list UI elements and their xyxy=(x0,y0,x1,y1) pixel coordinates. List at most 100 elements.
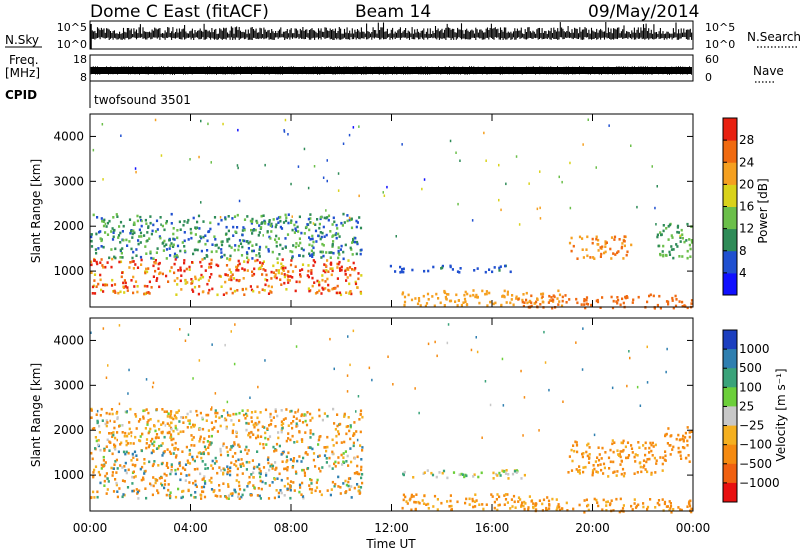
date-label: 09/May/2014 xyxy=(588,2,700,22)
range-cell xyxy=(313,165,316,168)
range-cell xyxy=(448,505,451,508)
range-cell xyxy=(337,249,340,253)
range-cell xyxy=(327,214,331,218)
range-cell xyxy=(220,251,223,254)
range-cell xyxy=(196,455,199,459)
range-cell xyxy=(355,410,357,413)
range-cell xyxy=(173,238,176,241)
range-cell xyxy=(201,416,204,420)
range-cell xyxy=(119,220,123,224)
range-cell xyxy=(583,298,586,301)
range-cell xyxy=(203,480,207,483)
range-cell xyxy=(613,470,616,474)
range-cell xyxy=(111,471,114,474)
range-cell xyxy=(249,494,253,497)
range-cell xyxy=(148,237,151,240)
range-cell xyxy=(118,225,121,228)
range-cell xyxy=(186,459,189,463)
range-cell xyxy=(556,506,559,510)
range-cell xyxy=(169,412,172,416)
range-cell xyxy=(174,446,177,450)
range-cell xyxy=(190,231,193,235)
range-cell xyxy=(259,472,262,476)
range-cell xyxy=(166,448,169,451)
range-cell xyxy=(280,283,283,286)
range-cell xyxy=(178,220,181,224)
range-cell xyxy=(247,241,250,245)
range-cell xyxy=(230,246,233,249)
range-cell xyxy=(206,249,209,252)
range-cell xyxy=(480,471,483,475)
range-cell xyxy=(209,265,213,269)
range-cell xyxy=(686,222,689,226)
range-cell xyxy=(690,299,694,302)
range-cell xyxy=(102,245,105,249)
range-cell xyxy=(204,269,207,272)
range-cell xyxy=(679,236,682,239)
range-cell xyxy=(175,293,178,296)
range-cell xyxy=(438,471,441,474)
range-cell xyxy=(277,221,280,224)
range-cell xyxy=(184,463,188,466)
range-cell xyxy=(657,499,661,502)
range-cell xyxy=(188,449,191,452)
range-cell xyxy=(193,496,196,499)
range-cell xyxy=(139,231,143,235)
range-cell xyxy=(509,270,512,274)
range-cell xyxy=(245,460,248,464)
range-cell xyxy=(491,270,494,274)
range-cell xyxy=(414,501,417,504)
range-cell xyxy=(286,459,289,462)
range-cell xyxy=(401,268,404,271)
range-cell xyxy=(110,466,113,470)
range-cell xyxy=(149,221,152,225)
range-cell xyxy=(329,337,331,341)
range-cell xyxy=(102,290,105,293)
range-cell xyxy=(338,267,342,270)
range-cell xyxy=(557,289,560,293)
range-cell xyxy=(169,436,172,439)
range-cell xyxy=(552,298,555,302)
range-cell xyxy=(581,452,584,456)
range-cell xyxy=(322,176,325,179)
range-cell xyxy=(283,275,286,279)
range-cell xyxy=(194,275,197,279)
range-cell xyxy=(646,505,650,509)
range-cell xyxy=(246,452,249,455)
range-cell xyxy=(268,235,271,239)
range-cell xyxy=(269,464,272,468)
range-cell xyxy=(610,236,614,239)
range-cell xyxy=(296,440,299,443)
range-cell xyxy=(143,462,146,465)
range-cell xyxy=(198,440,201,443)
range-cell xyxy=(237,495,240,499)
range-cell xyxy=(519,498,522,501)
range-cell xyxy=(158,235,161,238)
range-cell xyxy=(597,464,600,467)
range-cell xyxy=(525,298,528,302)
range-cell xyxy=(298,237,301,240)
range-cell xyxy=(626,456,629,460)
range-cell xyxy=(106,488,109,491)
range-cell xyxy=(229,492,232,496)
range-cell xyxy=(180,496,183,500)
range-cell xyxy=(207,446,210,449)
range-cell xyxy=(102,178,104,181)
range-cell xyxy=(423,471,426,474)
range-cell xyxy=(203,495,207,499)
range-cell xyxy=(649,293,652,297)
range-cell xyxy=(217,222,220,226)
range-cell xyxy=(279,215,282,219)
range-cell xyxy=(610,295,613,299)
range-cell xyxy=(291,270,295,273)
range-cell xyxy=(589,256,592,259)
range-cell xyxy=(252,229,255,232)
range-cell xyxy=(219,424,222,428)
range-cell xyxy=(662,244,665,248)
range-cell xyxy=(297,230,300,233)
range-cell xyxy=(318,435,321,439)
range-cell xyxy=(619,455,622,459)
range-cell xyxy=(568,455,571,458)
range-cell xyxy=(458,473,461,477)
range-cell xyxy=(198,227,201,230)
